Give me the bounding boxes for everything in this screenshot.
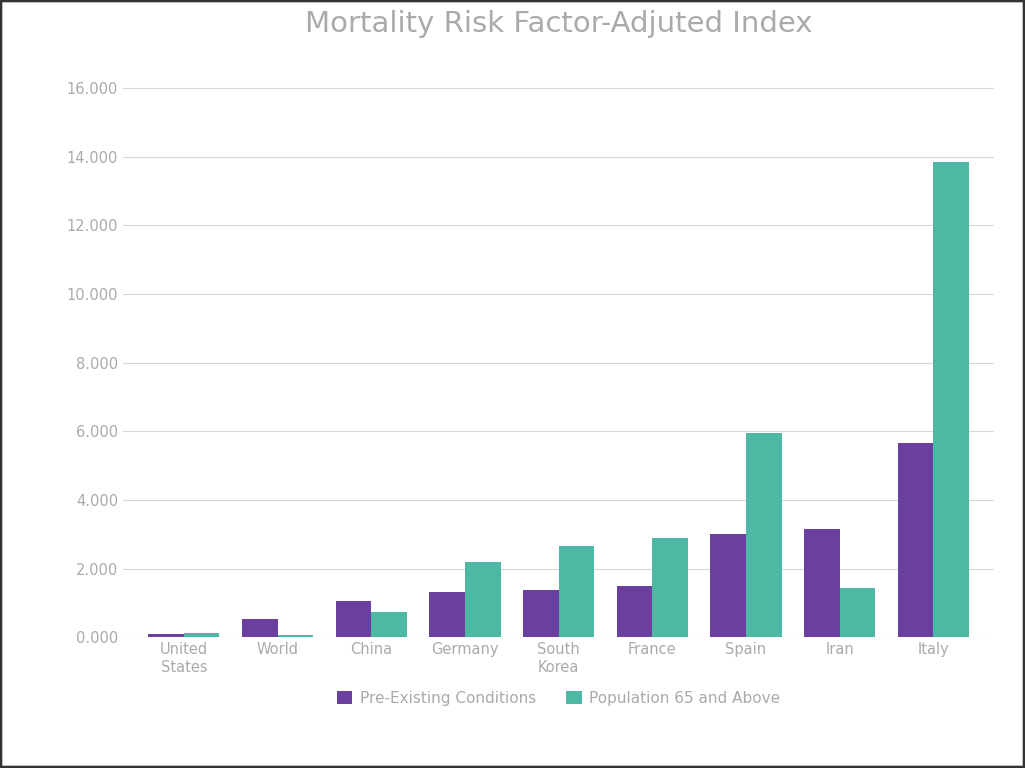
Bar — [335, 601, 371, 637]
Bar — [559, 547, 594, 637]
Bar — [652, 538, 688, 637]
Bar — [429, 592, 465, 637]
Bar — [746, 433, 782, 637]
Bar — [242, 618, 278, 637]
Bar — [804, 529, 839, 637]
Bar — [617, 586, 652, 637]
Title: Mortality Risk Factor-Adjuted Index: Mortality Risk Factor-Adjuted Index — [304, 9, 813, 38]
Bar — [183, 634, 219, 637]
Bar — [710, 535, 746, 637]
Bar — [278, 634, 314, 637]
Bar — [898, 443, 934, 637]
Bar — [465, 562, 500, 637]
Bar — [371, 611, 407, 637]
Bar — [839, 588, 875, 637]
Bar — [523, 590, 559, 637]
Bar — [149, 634, 183, 637]
Bar — [934, 162, 969, 637]
Legend: Pre-Existing Conditions, Population 65 and Above: Pre-Existing Conditions, Population 65 a… — [337, 690, 780, 706]
